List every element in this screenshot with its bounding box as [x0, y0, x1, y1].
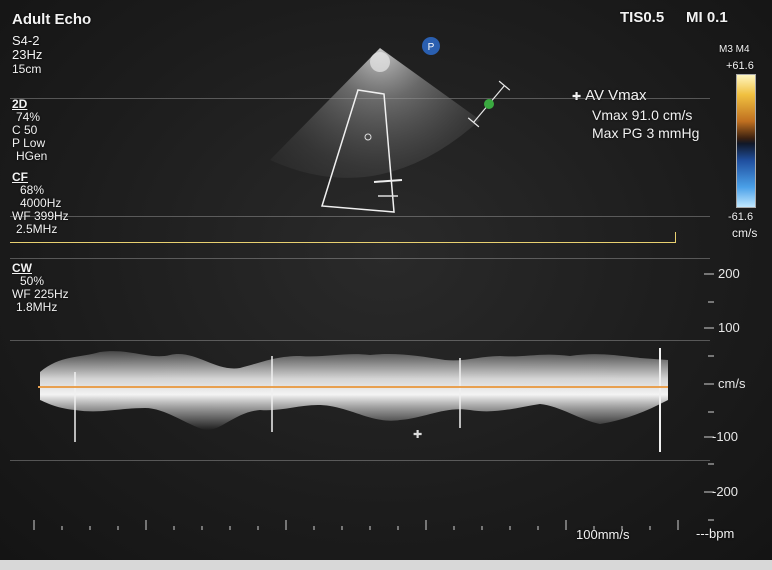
color-bar-unit: cm/s — [732, 226, 758, 240]
mode-cw-settings: CW 50% WF 225Hz 1.8MHz — [12, 262, 69, 314]
color-bar — [736, 74, 756, 208]
mode-cf-freq: 2.5MHz — [16, 222, 58, 236]
mi-readout: MI 0.1 — [686, 9, 728, 26]
mode-cf-gain: 68% — [20, 183, 45, 197]
color-roi-tick — [675, 232, 676, 243]
divider — [10, 258, 710, 259]
cursor-marker-icon: ✚ — [572, 91, 582, 103]
scale-ticks — [704, 273, 714, 521]
cw-cursor-dot — [484, 99, 494, 109]
scale-label-minus-200: -200 — [712, 484, 739, 499]
mode-2d-compression: C 50 — [12, 123, 38, 137]
frame-rate: 23Hz — [12, 47, 43, 62]
measurement-title: AV Vmax — [585, 87, 647, 104]
color-bar-bottom-value: -61.6 — [728, 211, 754, 223]
color-map-label: M3 M4 — [719, 44, 750, 55]
max-pg-readout: Max PG 3 mmHg — [592, 125, 700, 141]
scale-label-minus-100: -100 — [712, 429, 739, 444]
preset-title: Adult Echo — [12, 11, 92, 28]
depth: 15cm — [12, 62, 42, 76]
vmax-readout: Vmax 91.0 cm/s — [592, 107, 693, 123]
mode-2d-settings: 2D 74% C 50 P Low HGen — [12, 98, 47, 163]
cursor-crosshair-icon: ✚ — [413, 429, 422, 441]
scale-label-unit: cm/s — [718, 376, 746, 391]
mode-cw-gain: 50% — [20, 274, 45, 288]
mode-cf-wall-filter: WF 399Hz — [12, 209, 69, 223]
color-bar-top-value: +61.6 — [726, 60, 754, 72]
divider — [10, 340, 710, 341]
tis-readout: TIS0.5 — [620, 9, 665, 26]
probe-info: S4-2 23Hz 15cm — [12, 33, 43, 77]
mode-cw-freq: 1.8MHz — [16, 300, 58, 314]
probe-marker-letter: P — [428, 42, 435, 53]
color-box — [321, 89, 395, 213]
color-roi-line — [10, 242, 676, 243]
sector-fan — [270, 48, 480, 178]
scale-label-200: 200 — [718, 266, 740, 281]
measurement-title-row: ✚ AV Vmax — [572, 86, 699, 106]
scale-label-100: 100 — [718, 320, 740, 335]
mode-2d-freq: HGen — [16, 149, 48, 163]
divider — [10, 460, 710, 461]
photo-border — [0, 560, 772, 570]
mode-cf-settings: CF 68% 4000Hz WF 399Hz 2.5MHz — [12, 171, 69, 236]
probe-marker-icon — [422, 37, 440, 55]
mode-2d-gain: 74% — [16, 110, 41, 124]
mode-2d-power: P Low — [12, 136, 46, 150]
mode-2d-label: 2D — [12, 97, 28, 111]
doppler-spectrum: ✚ — [38, 348, 668, 452]
mode-cf-label: CF — [12, 170, 28, 184]
mode-cw-wall-filter: WF 225Hz — [12, 287, 69, 301]
time-ticks — [33, 520, 679, 530]
heart-rate: ---bpm — [696, 526, 735, 541]
measurement-panel: ✚ AV Vmax Vmax 91.0 cm/s Max PG 3 mmHg — [572, 86, 699, 142]
probe-name: S4-2 — [12, 33, 40, 48]
mode-cw-label: CW — [12, 261, 32, 275]
mode-cf-prf: 4000Hz — [20, 196, 62, 210]
sweep-speed: 100mm/s — [576, 527, 630, 542]
divider — [10, 216, 710, 217]
